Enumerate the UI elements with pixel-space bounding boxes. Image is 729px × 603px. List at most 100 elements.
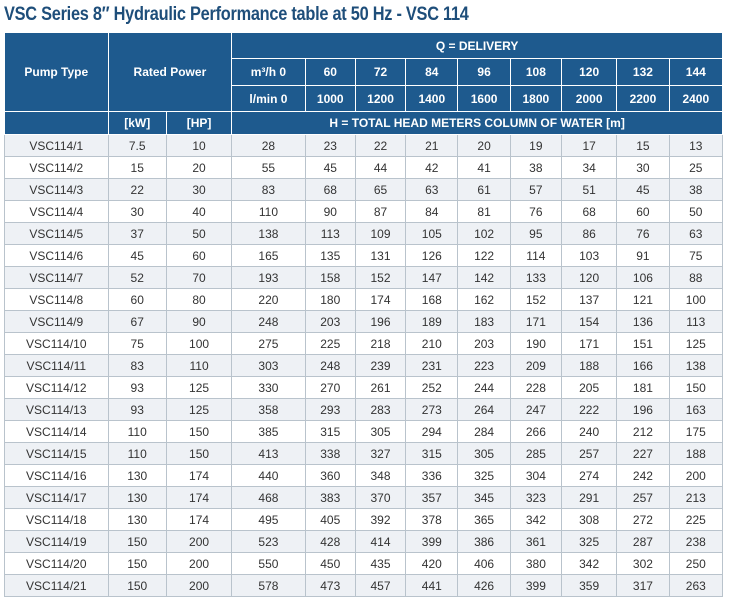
- head-cell: 168: [405, 288, 459, 311]
- head-cell: 392: [354, 508, 407, 531]
- head-cell: 212: [616, 420, 670, 443]
- head-cell: 399: [405, 530, 459, 553]
- head-cell: 38: [668, 178, 724, 201]
- head-cell: 113: [304, 222, 356, 245]
- hp-cell: 150: [165, 420, 233, 443]
- head-cell: 231: [405, 354, 459, 377]
- pump-type-cell: VSC114/10: [4, 332, 109, 355]
- head-cell: 68: [560, 200, 618, 223]
- head-cell: 550: [231, 552, 306, 575]
- head-cell: 113: [668, 310, 724, 333]
- table-row: VSC114/5 37 50 138 113 109 105 102 95 86 76 63: [4, 222, 724, 245]
- head-cell: 325: [560, 530, 618, 553]
- flow-m3h-cell: 108: [509, 58, 563, 86]
- head-cell: 138: [668, 354, 724, 377]
- head-cell: 228: [509, 376, 563, 399]
- kw-cell: 93: [107, 398, 167, 421]
- head-cell: 252: [405, 376, 459, 399]
- flow-m3h-row: m³/h 0 60 72 84 96 108 120 132 144: [5, 58, 724, 86]
- head-cell: 76: [616, 222, 670, 245]
- head-cell: 327: [354, 442, 407, 465]
- table-row: VSC114/19 150 200 523 428 414 399 386 361 325 287 2…: [4, 530, 724, 553]
- head-cell: 61: [457, 178, 511, 201]
- head-cell: 86: [560, 222, 618, 245]
- table-row: VSC114/8 60 80 220 180 174 168 162 152 137 121 100: [4, 288, 724, 311]
- flow-m3h-cell: 84: [405, 58, 459, 86]
- head-cell: 247: [509, 398, 563, 421]
- head-cell: 125: [668, 332, 724, 355]
- head-cell: 196: [616, 398, 670, 421]
- head-cell: 100: [668, 288, 724, 311]
- pump-type-cell: VSC114/12: [4, 376, 109, 399]
- kw-cell: 7.5: [107, 134, 167, 157]
- rated-power-header: Rated Power: [107, 32, 233, 112]
- kw-cell: 150: [107, 530, 167, 553]
- table-row: VSC114/20 150 200 550 450 435 420 406 380 342 302 2…: [4, 552, 724, 575]
- head-cell: 38: [509, 156, 563, 179]
- head-cell: 34: [560, 156, 618, 179]
- hp-cell: 200: [165, 552, 233, 575]
- head-cell: 406: [457, 552, 511, 575]
- head-cell: 175: [668, 420, 724, 443]
- hp-cell: 40: [165, 200, 233, 223]
- head-cell: 205: [560, 376, 618, 399]
- pump-type-cell: VSC114/18: [4, 508, 109, 531]
- head-cell: 414: [354, 530, 407, 553]
- head-cell: 266: [509, 420, 563, 443]
- head-cell: 41: [457, 156, 511, 179]
- head-cell: 103: [560, 244, 618, 267]
- pump-type-cell: VSC114/20: [4, 552, 109, 575]
- pump-type-header: Pump Type: [4, 32, 109, 112]
- kw-cell: 110: [107, 442, 167, 465]
- head-cell: 162: [457, 288, 511, 311]
- kw-cell: 130: [107, 486, 167, 509]
- head-cell: 450: [304, 552, 356, 575]
- head-cell: 180: [304, 288, 356, 311]
- head-cell: 315: [405, 442, 459, 465]
- head-cell: 60: [616, 200, 670, 223]
- head-cell: 28: [231, 134, 306, 157]
- flow-m3h-cell: 132: [616, 58, 670, 86]
- head-cell: 90: [304, 200, 356, 223]
- head-cell: 426: [457, 574, 511, 597]
- table-body: VSC114/1 7.5 10 28 23 22 21 20 19 17 15 13 VSC114/2 1…: [4, 134, 724, 597]
- head-cell: 106: [616, 266, 670, 289]
- head-cell: 135: [304, 244, 356, 267]
- head-cell: 428: [304, 530, 356, 553]
- head-cell: 578: [231, 574, 306, 597]
- head-cell: 44: [354, 156, 407, 179]
- head-cell: 158: [304, 266, 356, 289]
- head-cell: 468: [231, 486, 306, 509]
- head-cell: 315: [304, 420, 356, 443]
- flow-lmin-cell: 1600: [457, 85, 511, 112]
- head-cell: 348: [354, 464, 407, 487]
- head-cell: 287: [616, 530, 670, 553]
- head-cell: 248: [231, 310, 306, 333]
- head-cell: 45: [304, 156, 356, 179]
- table-row: VSC114/18 130 174 495 405 392 378 365 342 308 272 2…: [4, 508, 724, 531]
- hp-cell: 70: [165, 266, 233, 289]
- kw-header: [kW]: [107, 111, 167, 135]
- head-cell: 225: [304, 332, 356, 355]
- unit-m3h-header: m³/h 0: [231, 58, 306, 86]
- table-row: VSC114/16 130 174 440 360 348 336 325 304 274 242 2…: [4, 464, 724, 487]
- head-cell: 190: [509, 332, 563, 355]
- flow-m3h-cell: 96: [457, 58, 511, 86]
- head-cell: 457: [354, 574, 407, 597]
- table-row: VSC114/12 93 125 330 270 261 252 244 228 205 181 15…: [4, 376, 724, 399]
- head-cell: 274: [560, 464, 618, 487]
- head-cell: 22: [354, 134, 407, 157]
- head-cell: 84: [405, 200, 459, 223]
- kw-cell: 150: [107, 552, 167, 575]
- head-cell: 133: [509, 266, 563, 289]
- head-cell: 183: [457, 310, 511, 333]
- kw-cell: 130: [107, 508, 167, 531]
- head-cell: 57: [509, 178, 563, 201]
- hp-cell: 100: [165, 332, 233, 355]
- head-cell: 336: [405, 464, 459, 487]
- head-cell: 142: [457, 266, 511, 289]
- head-cell: 218: [354, 332, 407, 355]
- hp-cell: 80: [165, 288, 233, 311]
- head-cell: 302: [616, 552, 670, 575]
- hp-cell: 50: [165, 222, 233, 245]
